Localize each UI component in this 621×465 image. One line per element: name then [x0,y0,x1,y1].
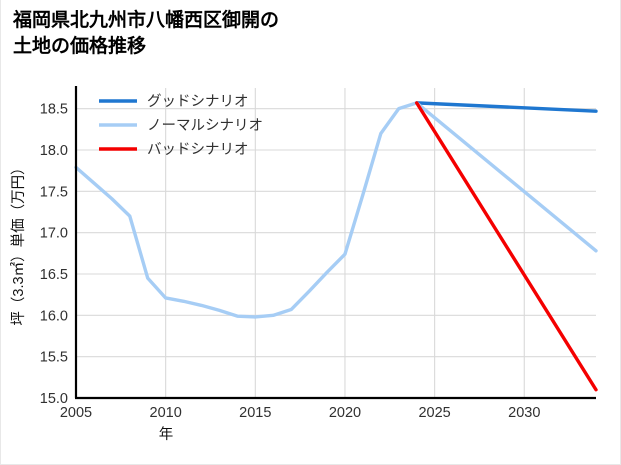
series-line [414,101,598,113]
x-tick-label: 2030 [508,405,540,421]
y-axis-title: 坪（3.3㎡）単価（万円） [10,160,27,325]
legend-label: ノーマルシナリオ [147,118,263,134]
series-line [414,101,598,392]
x-tick-label: 2020 [329,405,361,421]
y-tick-label: 15.5 [40,350,68,366]
x-tick-label: 2025 [418,405,450,421]
gridlines-group [75,88,596,399]
data-series-group [74,101,598,392]
y-tick-label: 17.5 [40,184,68,200]
axes-group [74,86,596,400]
y-tick-label: 17.0 [40,226,68,242]
y-tick-label: 18.0 [40,143,68,159]
x-tick-label: 2015 [239,405,271,421]
axis-titles-group: 年 坪（3.3㎡）単価（万円） [10,160,173,443]
x-axis-title: 年 [159,426,174,443]
y-tick-label: 16.5 [40,267,68,283]
tick-labels-group: 15.0 15.5 16.0 16.5 17.0 17.5 18.0 18.5 2005 2010… [40,102,541,421]
x-tick-label: 2005 [60,405,92,421]
y-tick-label: 16.0 [40,308,68,324]
legend-label: バッドシナリオ [147,142,249,158]
x-tick-label: 2010 [150,405,182,421]
chart-title: 福岡県北九州市八幡西区御開の 土地の価格推移 [13,10,280,57]
y-tick-label: 18.5 [40,102,68,118]
legend-label: グッドシナリオ [147,93,249,110]
series-line [74,101,598,319]
y-tick-label: 15.0 [40,391,68,407]
